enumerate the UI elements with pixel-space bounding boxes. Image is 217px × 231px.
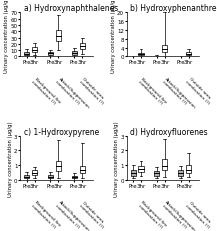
Y-axis label: Urinary concentration (μg/g): Urinary concentration (μg/g): [114, 121, 119, 196]
Bar: [130, 170, 136, 176]
Text: c) 1-Hydroxypyrene: c) 1-Hydroxypyrene: [24, 127, 99, 136]
Bar: [56, 31, 61, 42]
Text: Outside area
combustion (?): Outside area combustion (?): [185, 77, 214, 105]
Text: b) Hydroxyphenanthrenes: b) Hydroxyphenanthrenes: [130, 4, 217, 13]
Y-axis label: Urinary concentration (μg/g): Urinary concentration (μg/g): [111, 0, 116, 73]
Text: Attack/Suppression
combustion (?): Attack/Suppression combustion (?): [54, 77, 90, 112]
Text: Background fire
combustion (?): Background fire combustion (?): [137, 200, 168, 230]
Text: Attack/Suppression
combustion (?): Attack/Suppression combustion (?): [54, 200, 90, 231]
Bar: [162, 160, 168, 171]
Y-axis label: Urinary concentration (μg/g): Urinary concentration (μg/g): [8, 121, 13, 196]
Y-axis label: Urinary concentration (μg/g): Urinary concentration (μg/g): [4, 0, 9, 73]
Text: Attack/Suppression
combustion (?): Attack/Suppression combustion (?): [161, 200, 197, 231]
Text: Outside area
combustion (?): Outside area combustion (?): [185, 200, 214, 228]
Text: Outside area
combustion (?): Outside area combustion (?): [78, 200, 107, 228]
Bar: [32, 171, 37, 175]
Text: Outside area
combustion (?): Outside area combustion (?): [78, 77, 107, 105]
Bar: [162, 46, 168, 52]
Text: d) Hydroxyfluorenes: d) Hydroxyfluorenes: [130, 127, 208, 136]
Text: Background fire
combustion (?): Background fire combustion (?): [31, 77, 61, 107]
Bar: [32, 48, 37, 53]
Bar: [154, 171, 159, 176]
Bar: [186, 53, 191, 56]
Text: Background fire
combustion (?): Background fire combustion (?): [31, 200, 61, 230]
Bar: [80, 166, 85, 173]
Bar: [72, 176, 77, 179]
Bar: [138, 53, 144, 56]
Text: a) Hydroxynaphthalenes: a) Hydroxynaphthalenes: [24, 4, 118, 13]
Bar: [24, 175, 29, 179]
Bar: [138, 166, 144, 172]
Bar: [80, 43, 85, 50]
Text: Background fire
combustion (?): Background fire combustion (?): [137, 77, 168, 107]
Text: Attack/Suppression
combustion (?): Attack/Suppression combustion (?): [161, 77, 197, 112]
Bar: [48, 53, 53, 55]
Bar: [56, 161, 61, 171]
Bar: [24, 53, 29, 56]
Bar: [72, 52, 77, 55]
Bar: [178, 171, 183, 176]
Bar: [48, 175, 53, 179]
Bar: [186, 165, 191, 173]
